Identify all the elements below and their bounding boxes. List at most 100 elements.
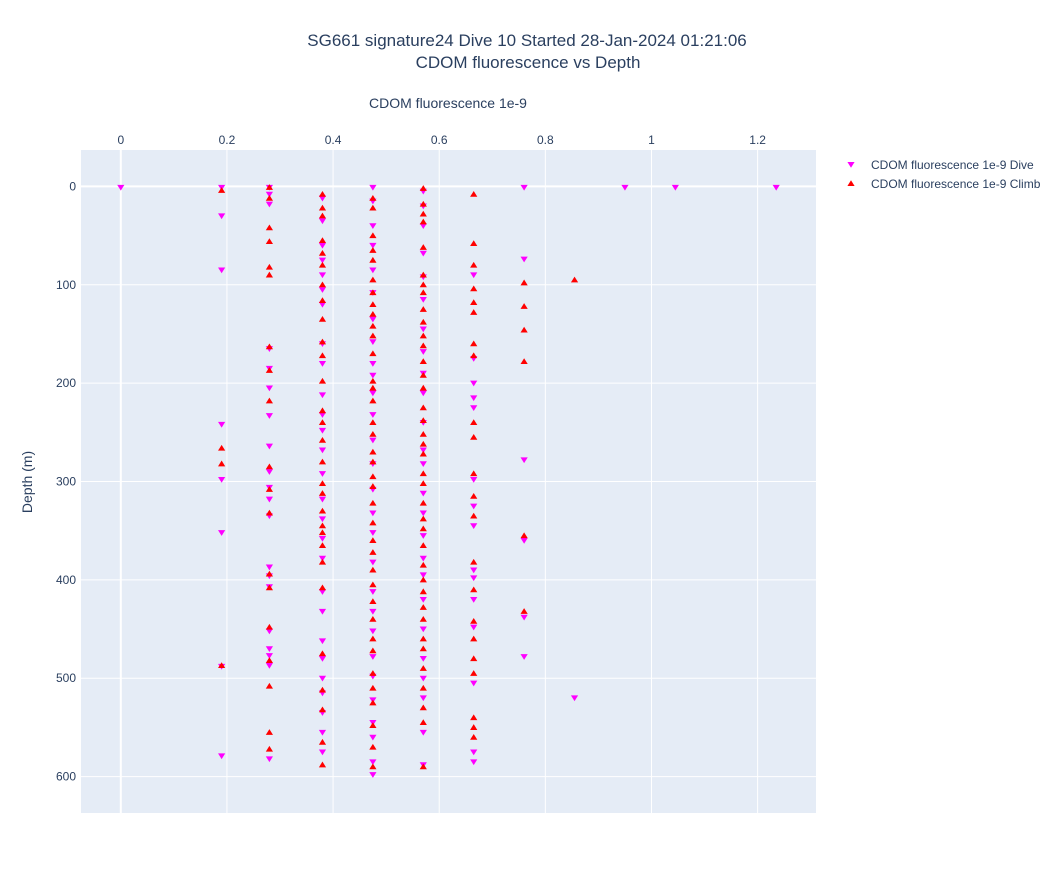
climb-point bbox=[419, 450, 427, 457]
climb-series bbox=[218, 184, 579, 770]
legend-climb-marker bbox=[847, 180, 855, 187]
climb-point bbox=[369, 247, 377, 253]
climb-point bbox=[265, 745, 273, 752]
legend-dive-marker bbox=[847, 161, 855, 168]
grid-lines bbox=[81, 150, 816, 813]
dive-point bbox=[369, 360, 377, 367]
dive-point bbox=[470, 395, 478, 402]
climb-point bbox=[419, 480, 427, 486]
legend-item-climb[interactable]: CDOM fluorescence 1e-9 Climb bbox=[847, 177, 1041, 191]
climb-point bbox=[369, 448, 377, 455]
dive-point bbox=[470, 523, 478, 530]
climb-point bbox=[265, 263, 273, 270]
climb-point bbox=[318, 250, 327, 256]
climb-point bbox=[318, 338, 327, 345]
x-tick-label: 1 bbox=[648, 133, 655, 147]
dive-point bbox=[369, 184, 377, 191]
dive-point bbox=[369, 412, 377, 418]
dive-point bbox=[419, 572, 427, 579]
climb-point bbox=[318, 522, 327, 529]
climb-point bbox=[318, 686, 327, 693]
dive-point bbox=[318, 447, 327, 454]
climb-point bbox=[318, 436, 327, 443]
climb-point bbox=[369, 289, 377, 296]
climb-point bbox=[369, 549, 377, 555]
dive-point bbox=[265, 756, 273, 763]
dive-point bbox=[265, 564, 273, 571]
climb-point bbox=[419, 281, 427, 288]
climb-point bbox=[218, 662, 226, 668]
x-tick-label: 0.6 bbox=[431, 133, 448, 147]
dive-point bbox=[318, 360, 327, 367]
dive-point bbox=[318, 555, 327, 562]
y-tick-label: 400 bbox=[56, 573, 76, 587]
dive-point bbox=[318, 675, 327, 682]
dive-point bbox=[470, 272, 478, 279]
dive-point bbox=[470, 597, 478, 603]
climb-point bbox=[470, 352, 478, 359]
climb-point bbox=[318, 204, 327, 211]
climb-point bbox=[369, 377, 377, 384]
climb-point bbox=[419, 200, 427, 207]
climb-point bbox=[265, 570, 273, 577]
climb-point bbox=[419, 515, 427, 522]
climb-point bbox=[419, 431, 427, 437]
dive-point bbox=[470, 680, 478, 687]
dive-point bbox=[265, 628, 273, 635]
climb-point bbox=[265, 271, 273, 278]
dive-point bbox=[419, 349, 427, 355]
x-tick-label: 0 bbox=[117, 133, 124, 147]
climb-point bbox=[318, 738, 327, 745]
dive-point bbox=[419, 626, 427, 633]
x-tick-label: 0.2 bbox=[219, 133, 236, 147]
dive-point bbox=[265, 646, 273, 652]
climb-point bbox=[419, 684, 427, 691]
dive-point bbox=[772, 184, 780, 191]
climb-point bbox=[265, 238, 273, 245]
climb-point bbox=[419, 271, 427, 278]
climb-point bbox=[318, 377, 327, 384]
dive-point bbox=[218, 530, 226, 536]
climb-point bbox=[369, 763, 377, 770]
legend-item-dive[interactable]: CDOM fluorescence 1e-9 Dive bbox=[847, 158, 1034, 172]
climb-point bbox=[369, 499, 377, 506]
climb-point bbox=[470, 299, 478, 305]
climb-point bbox=[318, 297, 327, 304]
climb-point bbox=[419, 342, 427, 349]
climb-point bbox=[470, 714, 478, 721]
dive-point bbox=[369, 530, 377, 536]
dive-point bbox=[419, 656, 427, 662]
dive-point bbox=[419, 597, 427, 603]
climb-point bbox=[265, 463, 273, 470]
dive-point bbox=[419, 675, 427, 682]
dive-point bbox=[419, 250, 427, 257]
dive-point bbox=[369, 608, 377, 615]
climb-point bbox=[419, 306, 427, 312]
climb-point bbox=[369, 722, 377, 728]
climb-point bbox=[419, 665, 427, 671]
climb-point bbox=[419, 604, 427, 610]
climb-point bbox=[369, 332, 377, 339]
climb-point bbox=[470, 433, 478, 440]
climb-point bbox=[419, 440, 427, 447]
climb-point bbox=[419, 244, 427, 250]
dive-point bbox=[470, 575, 478, 582]
dive-point bbox=[369, 628, 377, 635]
climb-point bbox=[419, 704, 427, 711]
x-tick-label: 0.4 bbox=[325, 133, 342, 147]
climb-point bbox=[265, 486, 273, 492]
climb-point bbox=[419, 615, 427, 622]
climb-point bbox=[318, 507, 327, 514]
climb-point bbox=[419, 417, 427, 424]
climb-point bbox=[369, 581, 377, 588]
climb-point bbox=[265, 623, 273, 630]
climb-point bbox=[369, 232, 377, 239]
climb-point bbox=[470, 724, 478, 730]
dive-point bbox=[470, 624, 478, 631]
dive-point bbox=[419, 510, 427, 517]
dive-point bbox=[369, 316, 377, 323]
legend[interactable]: CDOM fluorescence 1e-9 Dive CDOM fluores… bbox=[847, 158, 1041, 191]
climb-point bbox=[470, 470, 478, 477]
climb-point bbox=[419, 384, 427, 391]
